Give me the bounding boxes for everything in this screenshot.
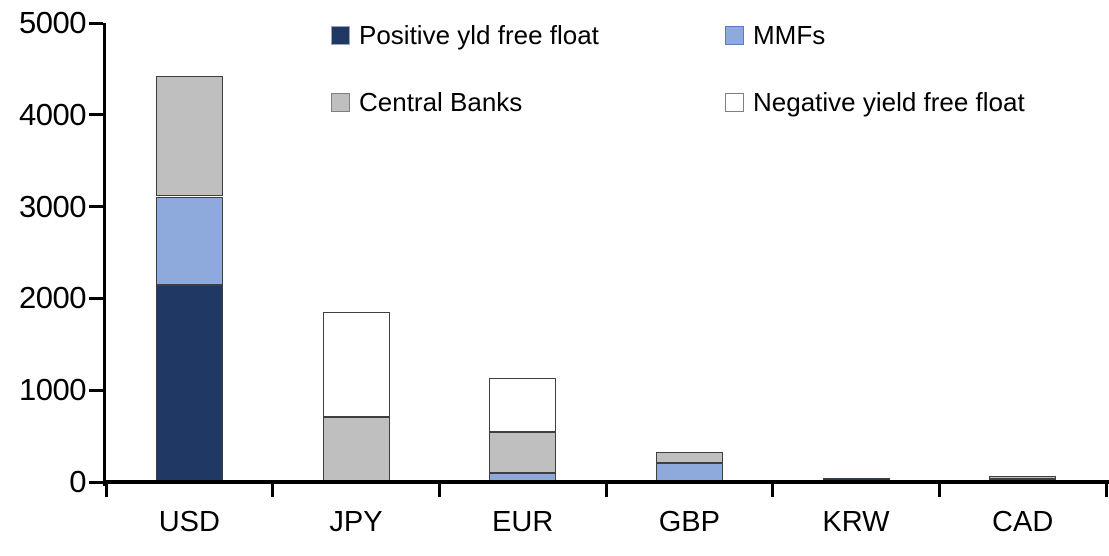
x-tick: [1104, 484, 1108, 497]
legend-swatch-icon: [331, 25, 350, 45]
legend-label: Negative yield free float: [753, 87, 1025, 117]
y-tick-label: 3000: [19, 188, 86, 224]
x-category-label: GBP: [658, 506, 720, 538]
legend-label: Positive yld free float: [359, 20, 599, 50]
x-tick: [937, 484, 941, 497]
x-tick: [437, 484, 441, 497]
bar-segment-central-banks: [655, 451, 723, 463]
y-tick-label: 2000: [19, 280, 86, 316]
bar-segment-negative-yield-free-float: [489, 378, 557, 433]
y-tick: [89, 480, 103, 484]
legend-item-central-banks: Central Banks: [331, 89, 522, 115]
bar-segment-central-banks: [489, 432, 557, 473]
x-category-label: JPY: [329, 506, 383, 538]
y-axis-line: [103, 23, 106, 486]
y-tick-label: 0: [69, 464, 86, 499]
y-tick-label: 1000: [19, 372, 86, 408]
legend-swatch-icon: [331, 92, 350, 112]
x-tick: [104, 484, 108, 497]
bar-segment-central-banks: [989, 476, 1057, 480]
legend-label: MMFs: [753, 20, 826, 50]
y-tick: [89, 113, 103, 117]
bar-segment-mmfs: [155, 196, 223, 285]
x-category-label: EUR: [492, 506, 554, 538]
x-category-label: CAD: [992, 506, 1054, 538]
bar-segment-central-banks: [155, 76, 223, 197]
legend-item-negative-yield-free-float: Negative yield free float: [725, 89, 1025, 115]
legend-label: Central Banks: [359, 87, 523, 117]
x-tick: [604, 484, 608, 497]
legend-swatch-icon: [725, 25, 744, 45]
y-tick-label: 5000: [19, 5, 86, 40]
bar-segment-positive-yld-free-float: [155, 284, 223, 482]
legend-item-mmfs: MMFs: [725, 22, 825, 48]
x-category-label: USD: [158, 506, 220, 538]
x-category-label: KRW: [822, 506, 890, 538]
y-tick: [89, 388, 103, 392]
legend-item-positive-yld-free-float: Positive yld free float: [331, 22, 599, 48]
y-tick: [89, 21, 103, 25]
bar-segment-central-banks: [322, 416, 390, 482]
bar-segment-negative-yield-free-float: [322, 312, 390, 417]
y-tick: [89, 205, 103, 209]
x-tick: [771, 484, 775, 497]
y-tick: [89, 296, 103, 300]
x-tick: [271, 484, 275, 497]
y-tick-label: 4000: [19, 96, 86, 132]
x-axis-line: [103, 480, 1109, 484]
legend-swatch-icon: [725, 92, 744, 112]
